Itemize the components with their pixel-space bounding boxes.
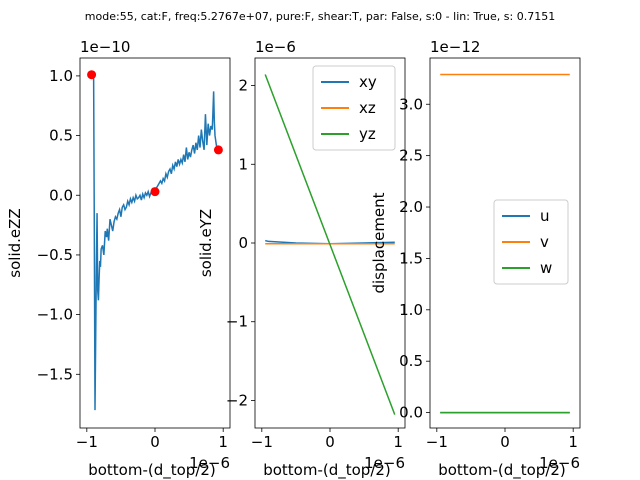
y-tick-label: 0.5 — [49, 127, 73, 145]
legend-label: xy — [359, 73, 377, 91]
y-tick-label: 0 — [238, 234, 248, 252]
x-tick-label: −1 — [426, 433, 448, 451]
y-tick-label: −1.0 — [37, 306, 73, 324]
x-offset-text: 1e−6 — [539, 454, 580, 472]
subplot-1: −1 0 1 −1.5 −1.0 −0.5 0.0 0.5 1.0 1e−10 1e−6bottom… — [6, 38, 231, 480]
x-tick-label: 0 — [325, 433, 335, 451]
subplots: −1 0 1−1.5−1.0−0.50.00.51.01e−101e−6bottom… — [6, 38, 581, 480]
subplot-2: −1 0 1−2−10121e−61e−6bottom-(d_top/2)solid… — [197, 38, 406, 480]
y-tick-label: −1.5 — [37, 365, 73, 383]
x-tick-label: −1 — [251, 433, 273, 451]
legend-label: u — [540, 207, 550, 225]
y-tick-label: 3.0 — [399, 95, 423, 113]
y-tick-label: 1 — [238, 155, 248, 173]
x-tick-label: 0 — [150, 433, 160, 451]
y-offset-text: 1e−6 — [255, 38, 296, 56]
series-line-yz — [264, 74, 396, 415]
data-point-marker — [150, 187, 160, 197]
subplot-3: −1 0 1 0.0 0.5 1.0 1.5 2.0 2.5 3.0 1e−12 1e−6bottom… — [370, 38, 581, 480]
y-tick-label: −0.5 — [37, 246, 73, 264]
y-tick-label: 1.0 — [399, 301, 423, 319]
y-tick-label: −1 — [226, 313, 248, 331]
y-tick-label: −2 — [226, 391, 248, 409]
x-axis-label: bottom-(d_top/2) — [88, 461, 216, 480]
legend-box — [493, 199, 569, 285]
y-tick-label: 2.0 — [399, 198, 423, 216]
data-point-marker — [87, 70, 97, 80]
figure-title: mode:55, cat:F, freq:5.2767e+07, pure:F,… — [85, 10, 555, 23]
legend-label: yz — [359, 125, 376, 143]
y-axis-label: displacement — [370, 192, 388, 293]
y-axis-label: solid.eZZ — [6, 208, 24, 277]
y-tick-label: 1.5 — [399, 249, 423, 267]
legend-label: w — [540, 259, 552, 277]
y-tick-label: 1.0 — [49, 67, 73, 85]
data-point-marker — [213, 145, 223, 155]
y-tick-label: 0.0 — [49, 186, 73, 204]
y-axis-label: solid.eYZ — [197, 209, 215, 277]
legend-label: xz — [359, 99, 376, 117]
y-offset-text: 1e−10 — [80, 38, 130, 56]
x-tick-label: −1 — [76, 433, 98, 451]
x-tick-label: 1 — [218, 433, 228, 451]
y-tick-label: 2.5 — [399, 147, 423, 165]
x-offset-text: 1e−6 — [364, 454, 405, 472]
y-tick-label: 2 — [238, 77, 248, 95]
y-tick-label: 0.0 — [399, 404, 423, 422]
y-offset-text: 1e−12 — [430, 38, 480, 56]
x-tick-label: 0 — [500, 433, 510, 451]
x-axis-label: bottom-(d_top/2) — [263, 461, 391, 480]
legend-box — [312, 65, 396, 151]
y-tick-label: 0.5 — [399, 352, 423, 370]
x-axis-label: bottom-(d_top/2) — [438, 461, 566, 480]
legend: uvw — [493, 199, 569, 285]
x-offset-text: 1e−6 — [189, 454, 230, 472]
x-tick-label: 1 — [393, 433, 403, 451]
x-tick-label: 1 — [568, 433, 578, 451]
legend: xy xz yz — [312, 65, 396, 151]
legend-label: v — [540, 233, 549, 251]
